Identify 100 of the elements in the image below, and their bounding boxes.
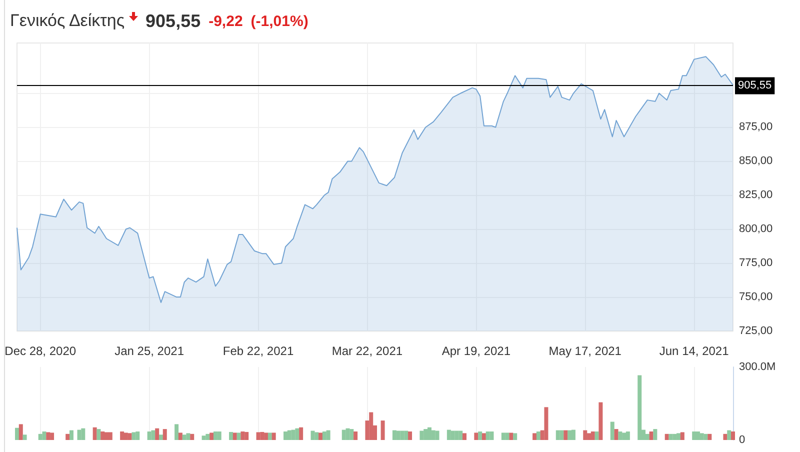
bar — [544, 407, 548, 440]
bar — [318, 432, 323, 440]
bar — [369, 412, 374, 440]
bar — [676, 433, 681, 440]
bar — [668, 434, 673, 440]
bar — [264, 432, 268, 440]
bar — [182, 434, 186, 440]
bar — [128, 433, 132, 440]
bar — [509, 432, 514, 440]
bar — [190, 434, 194, 440]
bar — [342, 430, 346, 440]
bar — [229, 432, 234, 440]
y-tick-label: 875,00 — [739, 121, 773, 134]
y-tick-label: 725,00 — [739, 325, 773, 337]
bar — [268, 432, 272, 440]
bar — [536, 431, 540, 440]
bar — [260, 432, 264, 440]
bar — [638, 375, 642, 440]
bar — [295, 428, 300, 440]
bar — [505, 432, 510, 440]
bar — [454, 430, 459, 440]
bar — [458, 430, 463, 440]
bar — [66, 434, 70, 440]
x-tick-label: Jun 14, 2021 — [659, 344, 730, 358]
bar — [556, 430, 560, 440]
bar — [723, 434, 728, 440]
bar — [490, 431, 494, 440]
y-tick-label: 0 — [739, 434, 746, 446]
bar — [151, 430, 156, 440]
bar — [236, 432, 241, 440]
bar — [532, 433, 537, 440]
bar — [69, 430, 74, 440]
bar — [46, 432, 50, 440]
x-tick-label: May 17, 2021 — [548, 344, 622, 358]
bar — [124, 432, 128, 440]
bar — [727, 430, 732, 440]
bar — [501, 432, 506, 440]
bar — [232, 432, 237, 440]
bar — [50, 432, 54, 440]
bar — [478, 431, 482, 440]
bar — [435, 430, 440, 440]
bar — [692, 431, 696, 440]
bar — [427, 427, 432, 440]
bar — [380, 420, 385, 440]
bar — [431, 430, 436, 440]
bar — [610, 422, 614, 440]
bar — [22, 434, 27, 440]
bar — [244, 432, 249, 440]
bar — [653, 429, 658, 440]
bar — [590, 431, 595, 440]
bar — [42, 431, 46, 440]
bar — [162, 429, 167, 440]
bar — [564, 430, 568, 440]
bar — [314, 432, 319, 440]
y-tick-label: 750,00 — [739, 291, 773, 304]
bar — [178, 432, 182, 440]
text: 905,55 — [146, 10, 201, 32]
bar — [155, 428, 160, 440]
bar — [474, 432, 478, 440]
bar — [354, 431, 358, 440]
bar — [158, 434, 163, 440]
bar — [626, 431, 630, 440]
bar — [700, 433, 704, 440]
bar — [210, 432, 214, 440]
bar — [202, 436, 206, 440]
bar — [322, 431, 326, 440]
bar — [217, 431, 222, 440]
bar — [136, 431, 140, 440]
y-tick-label: 850,00 — [739, 155, 773, 168]
chart-title: Γενικός Δείκτης — [10, 11, 125, 31]
bar — [240, 431, 245, 440]
bar — [284, 431, 288, 440]
bar — [587, 433, 592, 440]
bar — [708, 434, 712, 440]
bar — [645, 434, 650, 440]
bar — [100, 431, 105, 440]
bar — [462, 433, 466, 440]
bar — [424, 429, 428, 440]
bar — [287, 430, 292, 440]
x-tick-label: Mar 22, 2021 — [332, 344, 403, 358]
bar — [696, 431, 700, 440]
bar — [310, 430, 315, 440]
bar — [15, 428, 19, 440]
y-tick-label: 300.0M — [739, 361, 776, 373]
bar — [482, 433, 486, 440]
bar — [404, 430, 408, 440]
text: -9,22 — [208, 12, 243, 30]
bar — [213, 431, 218, 440]
bar — [120, 431, 124, 440]
bar — [446, 430, 451, 440]
bar — [350, 429, 354, 440]
bar — [272, 432, 276, 440]
x-tick-label: Jan 25, 2021 — [114, 344, 184, 358]
y-tick-label: 825,00 — [739, 189, 773, 202]
bar — [583, 430, 588, 440]
bar — [186, 433, 190, 440]
bar — [392, 430, 396, 440]
bar — [622, 432, 626, 440]
x-tick-label: Dec 28, 2020 — [4, 344, 76, 358]
bar — [513, 433, 518, 440]
